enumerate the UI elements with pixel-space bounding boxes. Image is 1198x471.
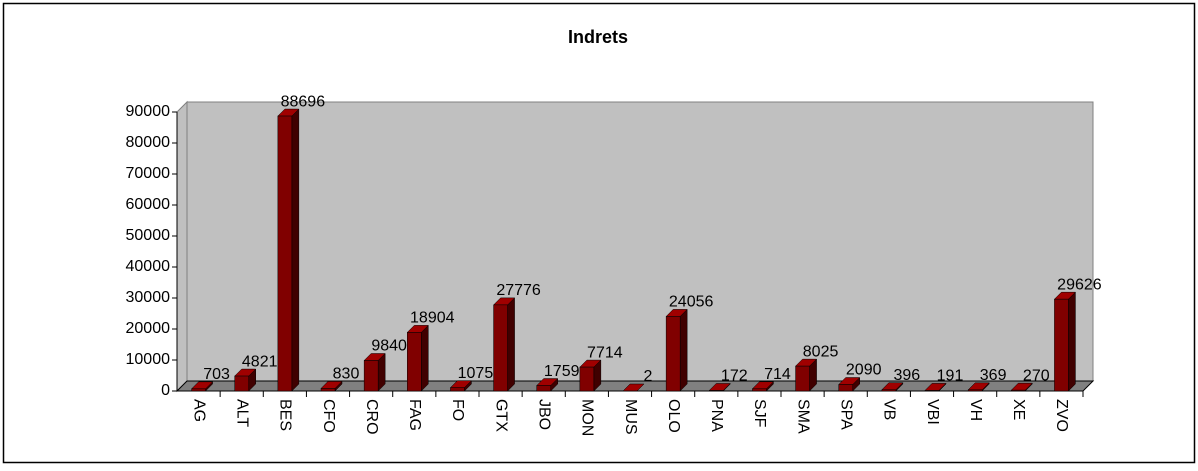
x-tick-label: SPA <box>837 399 854 430</box>
data-label: 1075 <box>458 365 494 382</box>
data-label: 191 <box>937 368 964 385</box>
x-tick-label: CFO <box>320 399 337 433</box>
x-tick-label: SMA <box>794 399 811 434</box>
bar <box>968 390 982 391</box>
x-tick-label: PNA <box>708 399 725 432</box>
bar <box>580 367 594 391</box>
data-label: 4821 <box>242 353 278 370</box>
y-tick-label: 60000 <box>126 196 171 213</box>
data-label: 88696 <box>281 93 326 110</box>
x-tick-label: VB <box>881 399 898 420</box>
data-label: 2090 <box>846 362 882 379</box>
x-tick-label: SJF <box>751 399 768 428</box>
x-tick-label: ALT <box>233 399 250 427</box>
data-label: 1759 <box>544 363 580 380</box>
bar <box>666 316 680 391</box>
bar <box>364 360 378 391</box>
bar-side <box>292 109 299 391</box>
y-tick-label: 0 <box>161 382 170 399</box>
data-label: 396 <box>894 367 921 384</box>
back-wall <box>187 102 1093 381</box>
x-tick-label: FO <box>449 399 466 421</box>
x-tick-label: GTX <box>492 399 509 432</box>
bar <box>278 116 292 391</box>
x-tick-label: JBO <box>535 399 552 430</box>
data-label: 2 <box>644 368 653 385</box>
bar <box>796 366 810 391</box>
data-label: 18904 <box>410 310 455 327</box>
y-tick-label: 10000 <box>126 351 171 368</box>
data-label: 8025 <box>803 343 839 360</box>
bar <box>709 390 723 391</box>
bar <box>537 386 551 391</box>
bar-side <box>1068 292 1075 391</box>
data-label: 703 <box>203 366 230 383</box>
side-wall <box>177 102 187 391</box>
chart-title: Indrets <box>568 27 628 47</box>
y-tick-label: 20000 <box>126 320 171 337</box>
x-tick-label: AG <box>190 399 207 422</box>
bar <box>192 389 206 391</box>
x-tick-label: MUS <box>622 399 639 435</box>
y-tick-label: 70000 <box>126 165 171 182</box>
bar <box>839 385 853 391</box>
data-label: 369 <box>980 367 1007 384</box>
data-label: 29626 <box>1057 276 1102 293</box>
bar-side <box>680 309 687 391</box>
y-tick-label: 40000 <box>126 258 171 275</box>
y-tick-label: 30000 <box>126 289 171 306</box>
data-label: 27776 <box>496 282 541 299</box>
y-tick-label: 90000 <box>126 103 171 120</box>
data-label: 830 <box>333 366 360 383</box>
data-label: 270 <box>1023 367 1050 384</box>
x-tick-label: FAG <box>406 399 423 431</box>
data-label: 24056 <box>669 294 714 311</box>
data-label: 9840 <box>371 338 407 355</box>
bar <box>450 388 464 391</box>
x-tick-label: VH <box>967 399 984 421</box>
x-tick-label: CRO <box>363 399 380 435</box>
bar <box>407 332 421 391</box>
x-tick-label: XE <box>1010 399 1027 420</box>
x-tick-label: VBI <box>924 399 941 425</box>
bar-side <box>421 325 428 391</box>
data-label: 7714 <box>587 344 623 361</box>
x-tick-label: ZVO <box>1053 399 1070 432</box>
bar <box>882 390 896 391</box>
bar <box>925 390 939 391</box>
x-tick-label: OLO <box>665 399 682 433</box>
data-label: 714 <box>764 366 791 383</box>
bar <box>321 388 335 391</box>
x-tick-label: BES <box>277 399 294 431</box>
bar <box>1054 299 1068 391</box>
y-tick-label: 80000 <box>126 134 171 151</box>
bar <box>1011 390 1025 391</box>
data-label: 172 <box>721 368 748 385</box>
bar <box>494 305 508 391</box>
y-tick-label: 50000 <box>126 227 171 244</box>
bar-side <box>508 298 515 391</box>
bar <box>752 389 766 391</box>
bar <box>235 376 249 391</box>
x-tick-label: MON <box>579 399 596 436</box>
